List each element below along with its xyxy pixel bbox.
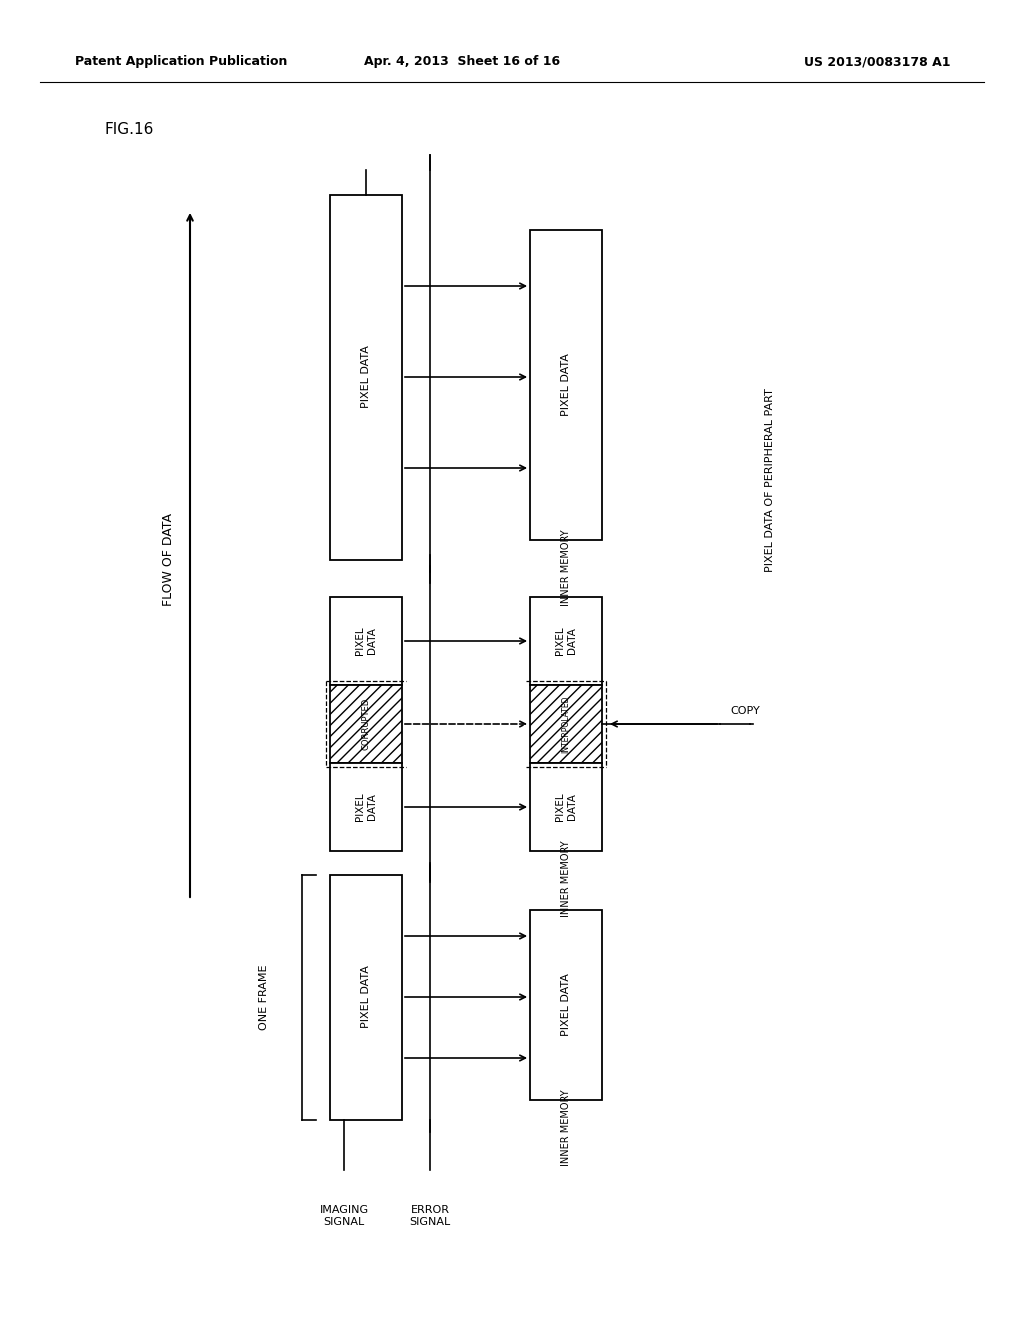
Bar	[330, 195, 402, 560]
Bar	[530, 597, 602, 685]
Text: PIXEL
DATA: PIXEL DATA	[355, 627, 377, 655]
Text: US 2013/0083178 A1: US 2013/0083178 A1	[804, 55, 950, 69]
Text: INNER MEMORY: INNER MEMORY	[561, 1090, 571, 1167]
Bar	[530, 230, 602, 540]
Text: ERROR
SIGNAL: ERROR SIGNAL	[410, 1205, 451, 1226]
Text: Apr. 4, 2013  Sheet 16 of 16: Apr. 4, 2013 Sheet 16 of 16	[364, 55, 560, 69]
Text: PIXEL DATA: PIXEL DATA	[561, 974, 571, 1036]
Text: CORRUPTED: CORRUPTED	[361, 698, 371, 750]
Text: INNER MEMORY: INNER MEMORY	[561, 841, 571, 917]
Text: FIG.16: FIG.16	[105, 123, 155, 137]
Text: ONE FRAME: ONE FRAME	[259, 964, 269, 1030]
Bar	[530, 763, 602, 851]
Bar	[330, 763, 402, 851]
Text: COPY: COPY	[730, 706, 760, 715]
Text: IMAGING
SIGNAL: IMAGING SIGNAL	[319, 1205, 369, 1226]
Bar	[530, 909, 602, 1100]
Bar	[330, 685, 402, 763]
Text: INTERPOLATED: INTERPOLATED	[561, 696, 570, 752]
Text: PIXEL DATA: PIXEL DATA	[361, 965, 371, 1028]
Bar	[330, 597, 402, 685]
Text: PIXEL DATA: PIXEL DATA	[361, 346, 371, 408]
Text: PIXEL
DATA: PIXEL DATA	[555, 793, 577, 821]
Bar	[330, 875, 402, 1119]
Text: Patent Application Publication: Patent Application Publication	[75, 55, 288, 69]
Text: PIXEL
DATA: PIXEL DATA	[555, 627, 577, 655]
Text: PIXEL
DATA: PIXEL DATA	[355, 793, 377, 821]
Bar	[530, 685, 602, 763]
Text: INNER MEMORY: INNER MEMORY	[561, 529, 571, 606]
Text: PIXEL DATA: PIXEL DATA	[561, 354, 571, 416]
Text: PIXEL DATA OF PERIPHERAL PART: PIXEL DATA OF PERIPHERAL PART	[765, 388, 775, 572]
Text: FLOW OF DATA: FLOW OF DATA	[162, 513, 174, 606]
